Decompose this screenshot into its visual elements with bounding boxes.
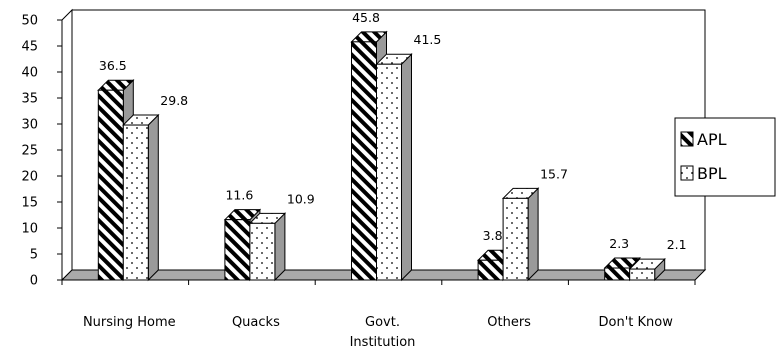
- chart-side-wall: [61, 8, 73, 282]
- legend-swatch: [680, 131, 694, 147]
- data-label: 15.7: [540, 166, 568, 181]
- y-tick-label: 40: [21, 66, 38, 81]
- category-label: Nursing Home: [83, 315, 176, 330]
- legend-box: [674, 117, 776, 197]
- bar-bpl: [248, 212, 287, 282]
- bar-bpl: [501, 187, 540, 282]
- data-label: 29.8: [160, 93, 188, 108]
- category-label: Don't Know: [599, 315, 674, 330]
- y-tick-label: 15: [21, 196, 38, 211]
- y-tick-label: 25: [21, 144, 38, 159]
- data-label: 36.5: [99, 58, 127, 73]
- category-label: Quacks: [232, 315, 280, 330]
- y-tick-label: 30: [21, 118, 38, 133]
- y-tick-label: 50: [21, 14, 38, 29]
- y-tick-label: 0: [30, 274, 38, 289]
- y-tick-label: 35: [21, 92, 38, 107]
- y-tick-label: 5: [30, 248, 38, 263]
- data-label: 45.8: [352, 10, 380, 25]
- category-label: Others: [487, 315, 531, 330]
- y-tick-label: 20: [21, 170, 38, 185]
- legend-swatch: [680, 165, 694, 181]
- bar-bpl: [122, 113, 160, 282]
- legend-label: APL: [697, 130, 727, 149]
- legend-label: BPL: [697, 164, 727, 183]
- chart-axes: 0 5 10 15 20 25 30 35 40 45 50: [21, 14, 696, 289]
- legend: APL BPL: [674, 117, 776, 197]
- data-label: 10.9: [287, 191, 315, 206]
- data-label: 2.3: [609, 236, 629, 251]
- category-label: Govt.: [365, 315, 400, 330]
- category-label: Institution: [350, 335, 416, 350]
- data-label: 2.1: [667, 237, 687, 252]
- bar-bpl: [628, 257, 666, 282]
- data-label: 41.5: [414, 32, 442, 47]
- chart-labels: 36.5 29.8 Nursing Home 11.6 10.9 Quacks 45.8 41…: [83, 10, 687, 350]
- data-label: 11.6: [225, 188, 253, 203]
- y-tick-label: 45: [21, 40, 38, 55]
- chart-bars: [97, 30, 666, 282]
- y-tick-label: 10: [21, 222, 38, 237]
- bar-bpl: [375, 52, 413, 282]
- data-label: 3.8: [483, 228, 503, 243]
